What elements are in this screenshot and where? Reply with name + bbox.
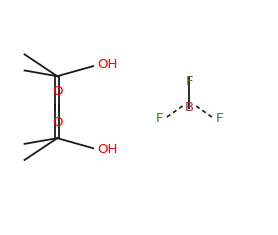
Text: OH: OH (97, 143, 117, 156)
Text: B: B (185, 101, 194, 114)
Text: F: F (216, 112, 223, 125)
Text: O: O (52, 116, 63, 129)
Text: OH: OH (97, 58, 117, 71)
Text: F: F (156, 112, 163, 125)
Text: O: O (52, 85, 63, 98)
Text: F: F (186, 75, 193, 88)
